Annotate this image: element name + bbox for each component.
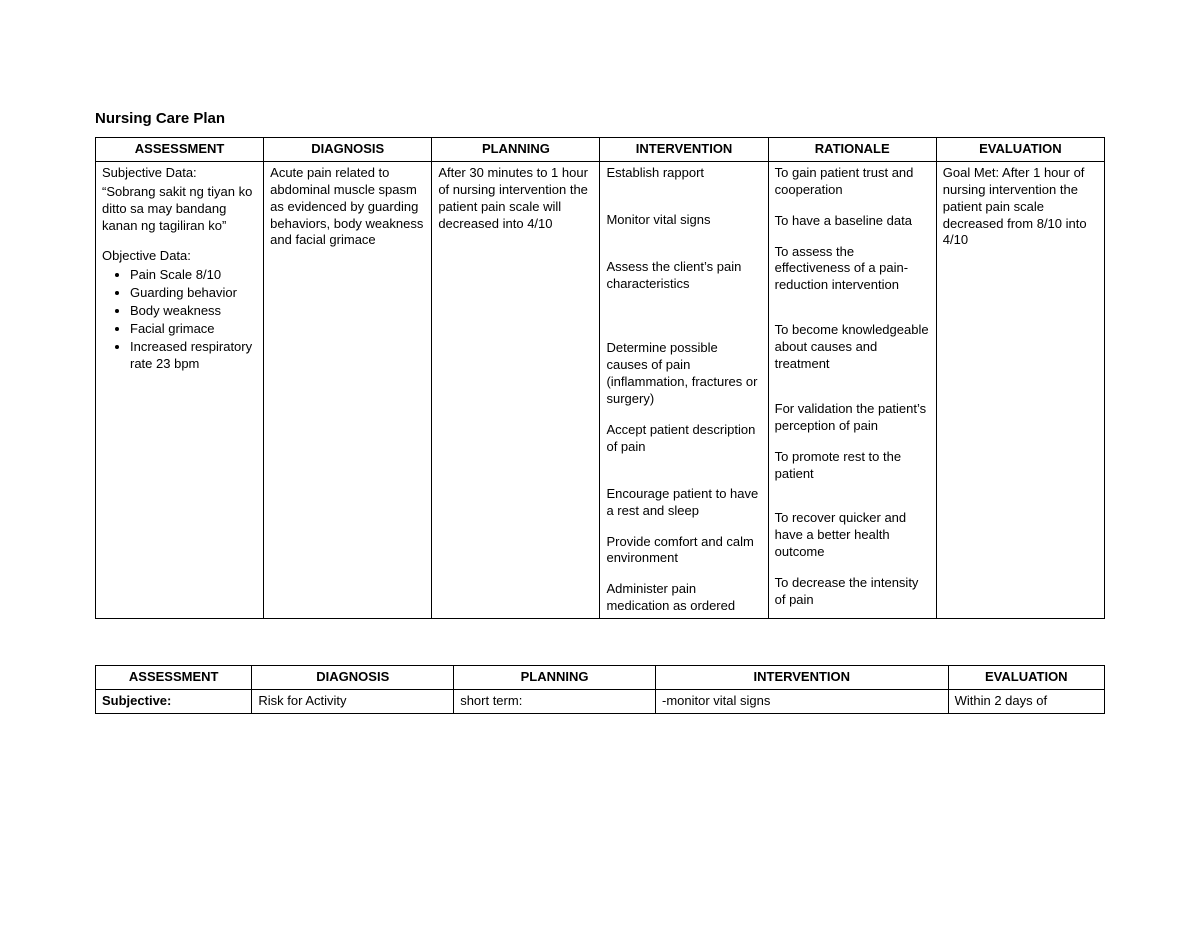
objective-label: Objective Data:: [102, 248, 257, 265]
col-header-assessment: ASSESSMENT: [96, 666, 252, 690]
cell-intervention: -monitor vital signs: [655, 690, 948, 714]
rationale-item: To have a baseline data: [775, 213, 930, 230]
subjective-quote: “Sobrang sakit ng tiyan ko ditto sa may …: [102, 184, 257, 235]
care-plan-table-1: ASSESSMENT DIAGNOSIS PLANNING INTERVENTI…: [95, 137, 1105, 619]
cell-assessment: Subjective Data: “Sobrang sakit ng tiyan…: [96, 161, 264, 618]
table-header-row: ASSESSMENT DIAGNOSIS PLANNING INTERVENTI…: [96, 666, 1105, 690]
col-header-intervention: INTERVENTION: [655, 666, 948, 690]
page-title: Nursing Care Plan: [95, 110, 1105, 127]
intervention-item: Assess the client’s pain characteristics: [606, 259, 761, 293]
list-item: Body weakness: [130, 303, 257, 320]
col-header-planning: PLANNING: [432, 138, 600, 162]
col-header-rationale: RATIONALE: [768, 138, 936, 162]
cell-planning: After 30 minutes to 1 hour of nursing in…: [432, 161, 600, 618]
list-item: Facial grimace: [130, 321, 257, 338]
col-header-planning: PLANNING: [454, 666, 656, 690]
cell-evaluation: Within 2 days of: [948, 690, 1104, 714]
intervention-item: Determine possible causes of pain (infla…: [606, 340, 761, 408]
list-item: Increased respiratory rate 23 bpm: [130, 339, 257, 373]
col-header-intervention: INTERVENTION: [600, 138, 768, 162]
rationale-item: To recover quicker and have a better hea…: [775, 510, 930, 561]
col-header-evaluation: EVALUATION: [936, 138, 1104, 162]
rationale-item: To become knowledgeable about causes and…: [775, 322, 930, 373]
table-row: Subjective Data: “Sobrang sakit ng tiyan…: [96, 161, 1105, 618]
cell-diagnosis: Acute pain related to abdominal muscle s…: [264, 161, 432, 618]
table-header-row: ASSESSMENT DIAGNOSIS PLANNING INTERVENTI…: [96, 138, 1105, 162]
intervention-item: Monitor vital signs: [606, 212, 761, 229]
table-row: Subjective: Risk for Activity short term…: [96, 690, 1105, 714]
cell-evaluation: Goal Met: After 1 hour of nursing interv…: [936, 161, 1104, 618]
cell-rationale: To gain patient trust and cooperation To…: [768, 161, 936, 618]
col-header-diagnosis: DIAGNOSIS: [252, 666, 454, 690]
objective-list: Pain Scale 8/10 Guarding behavior Body w…: [102, 267, 257, 372]
col-header-evaluation: EVALUATION: [948, 666, 1104, 690]
intervention-item: Provide comfort and calm environment: [606, 534, 761, 568]
cell-assessment: Subjective:: [96, 690, 252, 714]
rationale-item: To decrease the intensity of pain: [775, 575, 930, 609]
intervention-item: Establish rapport: [606, 165, 761, 182]
cell-planning: short term:: [454, 690, 656, 714]
intervention-item: Administer pain medication as ordered: [606, 581, 761, 615]
intervention-item: Accept patient description of pain: [606, 422, 761, 456]
list-item: Guarding behavior: [130, 285, 257, 302]
cell-intervention: Establish rapport Monitor vital signs As…: [600, 161, 768, 618]
rationale-item: For validation the patient’s perception …: [775, 401, 930, 435]
list-item: Pain Scale 8/10: [130, 267, 257, 284]
col-header-diagnosis: DIAGNOSIS: [264, 138, 432, 162]
rationale-item: To assess the effectiveness of a pain-re…: [775, 244, 930, 295]
col-header-assessment: ASSESSMENT: [96, 138, 264, 162]
document-page: Nursing Care Plan ASSESSMENT DIAGNOSIS P…: [0, 0, 1200, 927]
cell-diagnosis: Risk for Activity: [252, 690, 454, 714]
subjective-label: Subjective Data:: [102, 165, 257, 182]
subjective-label: Subjective:: [102, 693, 171, 708]
care-plan-table-2: ASSESSMENT DIAGNOSIS PLANNING INTERVENTI…: [95, 665, 1105, 714]
rationale-item: To promote rest to the patient: [775, 449, 930, 483]
table-spacer: [95, 619, 1105, 665]
intervention-item: Encourage patient to have a rest and sle…: [606, 486, 761, 520]
rationale-item: To gain patient trust and cooperation: [775, 165, 930, 199]
